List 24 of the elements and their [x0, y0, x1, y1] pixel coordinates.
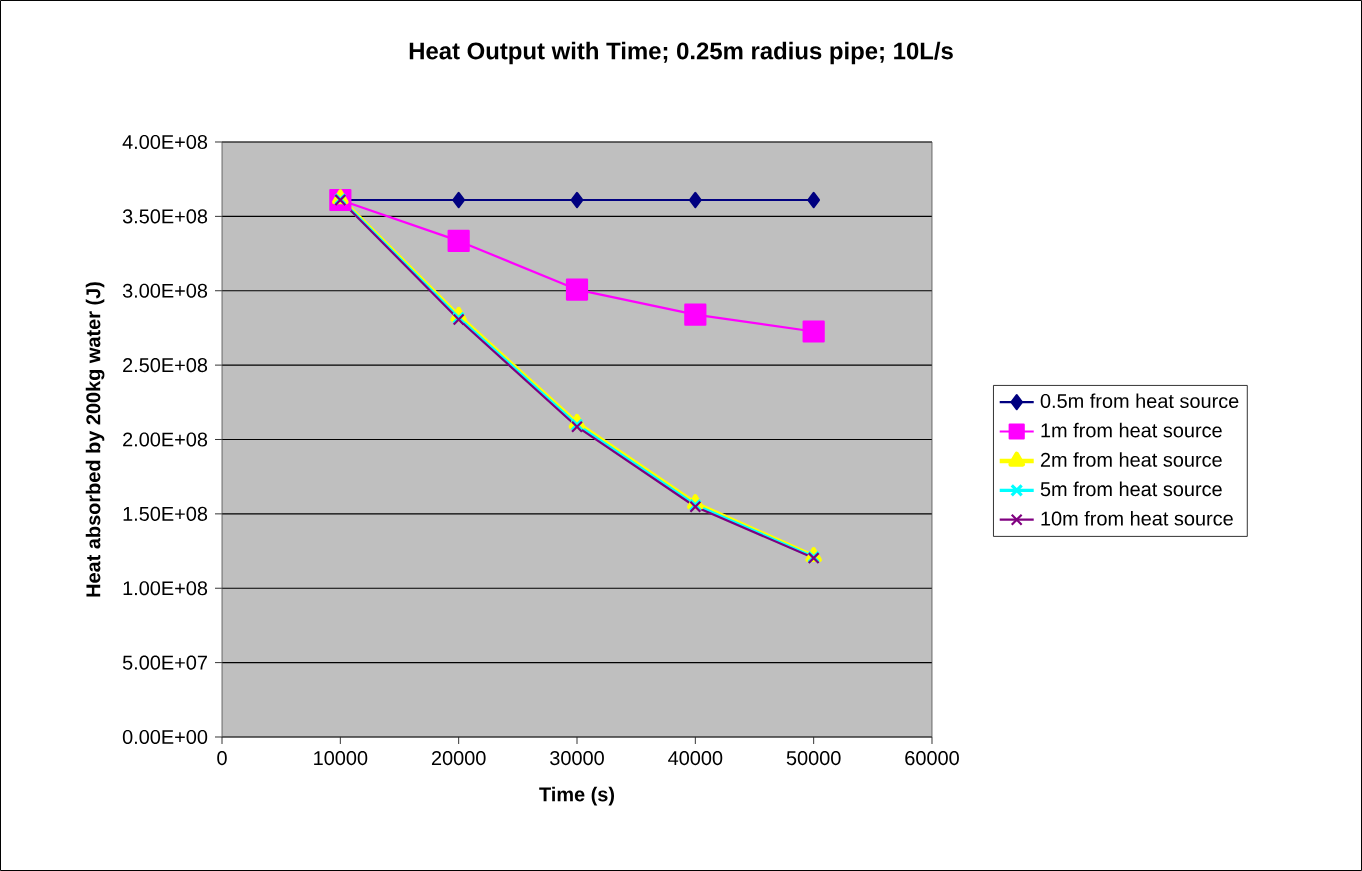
legend-label: 1m from heat source [1041, 422, 1222, 438]
y-tick-label: 0.00E+00 [122, 729, 208, 745]
x-tick-label: 40000 [668, 751, 723, 766]
legend-label: 2m from heat source [1040, 452, 1222, 467]
y-tick-label: 3.00E+08 [122, 283, 208, 298]
x-tick-label: 60000 [905, 751, 959, 766]
y-tick-label: 2.50E+08 [123, 358, 208, 373]
y-tick-label: 5.00E+07 [122, 655, 207, 670]
legend-label: 5m from heat source [1040, 481, 1222, 497]
x-tick-label: 30000 [550, 751, 604, 766]
x-tick-label: 10000 [314, 751, 368, 766]
x-axis-title: Time (s) [539, 786, 615, 806]
legend-label: 10m from heat source [1041, 510, 1233, 526]
x-tick-label: 0 [217, 751, 227, 766]
y-axis-title: Heat absorbed by 200kg water (J) [85, 282, 105, 597]
y-tick-label: 4.00E+08 [122, 134, 208, 150]
x-tick-label: 50000 [786, 751, 841, 766]
y-tick-label: 1.50E+08 [123, 506, 208, 521]
y-tick-label: 3.50E+08 [122, 209, 208, 224]
y-tick-label: 1.00E+08 [123, 581, 208, 596]
chart-title: Heat Output with Time; 0.25m radius pipe; 10L/s [409, 41, 953, 65]
x-tick-label: 20000 [431, 751, 486, 766]
y-tick-label: 2.00E+08 [123, 432, 208, 447]
legend-label: 0.5m from heat source [1040, 393, 1239, 409]
